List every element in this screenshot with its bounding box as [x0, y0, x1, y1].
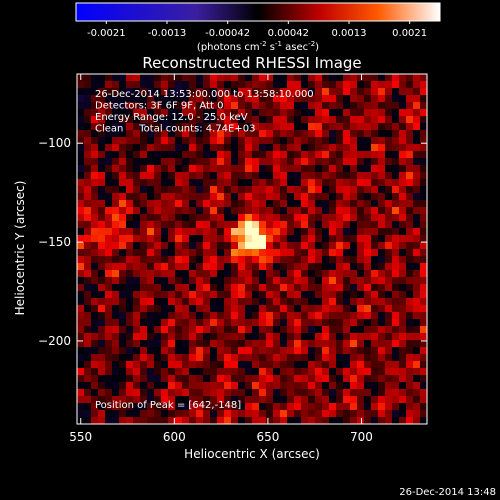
annotation-line: Energy Range: 12.0 - 25.0 keV: [95, 112, 248, 123]
peak-position-label: Position of Peak = [642,-148]: [95, 400, 241, 411]
colorbar-tick-label: 0.0021: [392, 28, 427, 39]
colorbar-tick-label: -0.00042: [205, 28, 250, 39]
heatmap-image: [77, 74, 427, 424]
colorbar: [75, 2, 441, 22]
y-axis-label: Heliocentric Y (arcsec): [13, 181, 27, 316]
footer-timestamp: 26-Dec-2014 13:48: [399, 487, 496, 498]
colorbar-unit: (photons cm-2 s-1 asec-2): [197, 40, 319, 53]
annotation-line: Clean Total counts: 4.74E+03: [95, 124, 255, 135]
chart-title: Reconstructed RHESSI Image: [142, 54, 361, 72]
y-axis-ticks: −100 −150 −200: [38, 136, 427, 348]
x-tick-label: 700: [350, 430, 373, 444]
x-axis-label: Heliocentric X (arcsec): [184, 447, 320, 461]
colorbar-tick-label: -0.0021: [87, 28, 126, 39]
x-tick-label: 550: [69, 430, 92, 444]
annotation-line: Detectors: 3F 6F 9F, Att 0: [95, 101, 223, 112]
x-tick-label: 650: [256, 430, 279, 444]
colorbar-tick-label: 0.0013: [332, 28, 367, 39]
colorbar-ticks: -0.0021 -0.0013 -0.00042 0.00042 0.0013 0.002…: [87, 21, 427, 39]
annotation-line: 26-Dec-2014 13:53:00.000 to 13:58:10.000: [95, 89, 314, 100]
y-tick-label: −100: [38, 136, 71, 150]
y-tick-label: −200: [38, 334, 71, 348]
colorbar-tick-label: 0.00042: [268, 28, 309, 39]
y-tick-label: −150: [38, 235, 71, 249]
x-axis-ticks: 550 600 650 700: [69, 74, 373, 444]
x-tick-label: 600: [163, 430, 186, 444]
colorbar-tick-label: -0.0013: [148, 28, 187, 39]
plot-frame: [76, 73, 428, 425]
annotation-block: 26-Dec-2014 13:53:00.000 to 13:58:10.000…: [95, 89, 314, 135]
